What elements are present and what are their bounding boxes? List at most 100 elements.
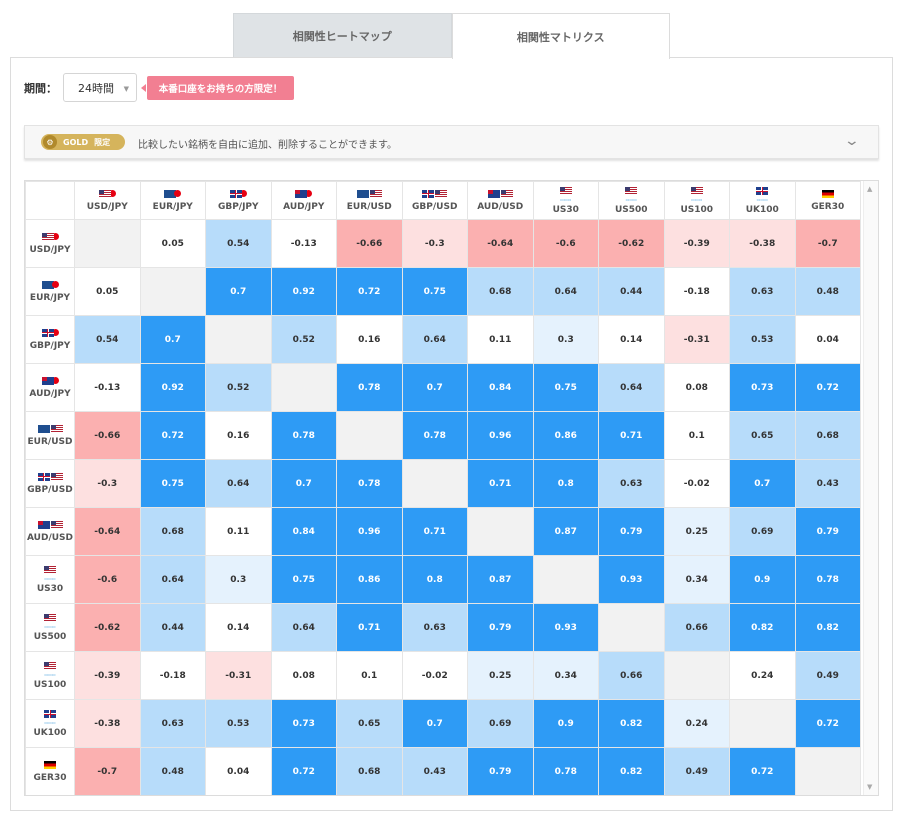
matrix-cell-self [205, 315, 272, 364]
column-label: US500 [614, 204, 648, 215]
matrix-cell: 0.9 [532, 699, 599, 748]
row-header-8: ▭▭▭ US500 [25, 603, 75, 652]
gb-flag-icon [44, 710, 56, 718]
col-flag-icon [356, 189, 382, 198]
column-header-10: ▭▭▭ UK100 [729, 181, 796, 220]
row-flag-icon [44, 566, 56, 575]
matrix-cell: 0.92 [270, 267, 337, 316]
matrix-cell-self [532, 555, 599, 604]
matrix-cell: 0.24 [663, 699, 730, 748]
tab-matrix[interactable]: 相関性マトリクス [451, 13, 670, 59]
tab-heatmap[interactable]: 相関性ヒートマップ [233, 13, 452, 58]
column-header-1: EUR/JPY [139, 181, 206, 220]
eu-flag-icon [356, 189, 369, 198]
matrix-cell: 0.73 [270, 699, 337, 748]
row-flag-icon [37, 520, 63, 529]
matrix-cell: 0.75 [532, 363, 599, 412]
row-flag-icon [41, 328, 59, 337]
column-header-2: GBP/JPY [205, 181, 272, 220]
matrix-cell: 0.79 [794, 507, 861, 556]
period-select[interactable]: 24時間 ▼ [63, 73, 137, 102]
row-label: US30 [36, 583, 64, 594]
matrix-cell: 0.64 [532, 267, 599, 316]
jp-flag-icon [51, 233, 59, 240]
table-row: AUD/USD -0.64 0.68 0.11 0.84 0.96 0.71 0.87 0.79… [25, 507, 861, 556]
matrix-cell: 0.44 [139, 603, 206, 652]
table-row: GBP/USD -0.3 0.75 0.64 0.7 0.78 0.71 0.8 0.63 -0.… [25, 459, 861, 508]
gb-flag-icon [422, 189, 435, 198]
scroll-up-icon[interactable]: ▲ [867, 185, 873, 193]
matrix-cell: 0.72 [139, 411, 206, 460]
au-flag-icon [295, 189, 308, 198]
au-flag-icon [37, 520, 50, 529]
matrix-cell: 0.14 [598, 315, 665, 364]
matrix-cell: 0.1 [336, 651, 403, 700]
matrix-cell: -0.18 [139, 651, 206, 700]
matrix-cell: 0.68 [467, 267, 534, 316]
column-label: AUD/USD [477, 202, 524, 212]
column-header-6: AUD/USD [467, 181, 534, 220]
matrix-corner [25, 181, 75, 220]
matrix-cell-self [598, 603, 665, 652]
gb-flag-icon [229, 189, 242, 198]
row-label: UK100 [33, 727, 67, 738]
matrix-cell: 0.82 [794, 603, 861, 652]
matrix-cell: -0.3 [401, 219, 468, 268]
matrix-cell: 0.96 [467, 411, 534, 460]
correlation-matrix: USD/JPY EUR/JPY GBP/JPY AUD/JPY EUR/USD GBP/U… [24, 180, 879, 796]
matrix-cell: -0.6 [532, 219, 599, 268]
index-mark-icon: ▭▭▭ [625, 196, 637, 202]
row-label: US500 [33, 631, 67, 642]
us-flag-icon [41, 232, 54, 241]
col-flag-icon [487, 189, 513, 198]
row-label: US100 [33, 679, 67, 690]
row-flag-icon [41, 376, 59, 385]
row-header-9: ▭▭▭ US100 [25, 651, 75, 700]
matrix-cell: 0.08 [270, 651, 337, 700]
matrix-cell: 0.34 [663, 555, 730, 604]
matrix-cell: 0.79 [467, 603, 534, 652]
matrix-cell: 0.96 [336, 507, 403, 556]
column-header-7: ▭▭▭ US30 [532, 181, 599, 220]
matrix-cell: 0.63 [139, 699, 206, 748]
scroll-down-icon[interactable]: ▼ [867, 783, 873, 791]
matrix-cell: 0.68 [336, 747, 403, 795]
matrix-cell: -0.64 [74, 507, 141, 556]
matrix-cell: 0.64 [401, 315, 468, 364]
matrix-cell: 0.53 [729, 315, 796, 364]
matrix-cell: -0.66 [74, 411, 141, 460]
eu-flag-icon [164, 189, 177, 198]
us-flag-icon [44, 662, 56, 670]
table-row: EUR/JPY 0.05 0.7 0.92 0.72 0.75 0.68 0.64 0.44 -0… [25, 267, 861, 316]
matrix-cell: 0.92 [139, 363, 206, 412]
col-flag-icon [164, 189, 182, 198]
us-flag-icon [50, 472, 63, 481]
row-header-0: USD/JPY [25, 219, 75, 268]
us-flag-icon [435, 189, 448, 198]
matrix-cell: 0.79 [467, 747, 534, 795]
matrix-cell: -0.31 [205, 651, 272, 700]
chevron-down-icon[interactable]: ⌄ [843, 133, 861, 149]
matrix-cell: 0.84 [270, 507, 337, 556]
matrix-cell: 0.1 [663, 411, 730, 460]
row-header-1: EUR/JPY [25, 267, 75, 316]
row-flag-icon [41, 232, 59, 241]
vertical-scrollbar[interactable]: ▲ ▼ [863, 181, 878, 795]
jp-flag-icon [174, 190, 182, 197]
table-row: EUR/USD -0.66 0.72 0.16 0.78 0.78 0.96 0.86 0.71… [25, 411, 861, 460]
jp-flag-icon [51, 281, 59, 288]
matrix-cell: 0.3 [205, 555, 272, 604]
promo-pointer [141, 84, 146, 92]
column-label: USD/JPY [86, 202, 128, 212]
matrix-cell: 0.84 [467, 363, 534, 412]
matrix-cell-self [663, 651, 730, 700]
column-label: AUD/JPY [283, 202, 325, 212]
matrix-cell: 0.52 [205, 363, 272, 412]
gold-feature-bar[interactable]: ⚙ GOLD 限定 比較したい銘柄を自由に追加、削除することができます。 ⌄ [24, 125, 879, 159]
column-label: GER30 [811, 202, 845, 212]
row-label: GBP/JPY [29, 341, 71, 351]
us-flag-icon [559, 187, 572, 195]
us-flag-icon [625, 187, 638, 195]
row-header-10: ▭▭▭ UK100 [25, 699, 75, 748]
column-label: EUR/JPY [152, 202, 193, 212]
